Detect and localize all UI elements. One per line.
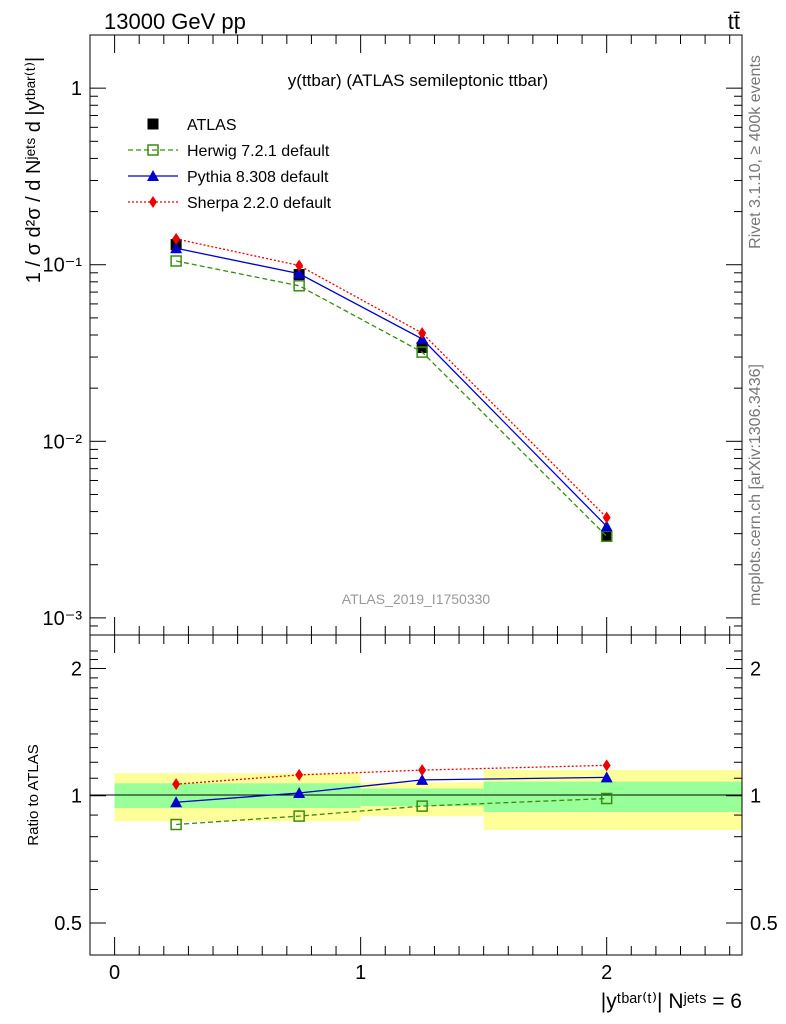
x-tick-label: 2: [601, 962, 612, 984]
ratio-data-point: [416, 800, 428, 812]
legend-label: Pythia 8.308 default: [187, 169, 329, 186]
series-line: [175, 260, 608, 537]
y-tick-label: 1: [71, 78, 82, 100]
ratio-tick-label-left: 0.5: [54, 913, 82, 935]
legend-marker: [147, 144, 159, 156]
ratio-series-line: [176, 797, 607, 826]
main-series-layer: [170, 232, 613, 542]
y-tick-label: 10⁻²: [43, 431, 83, 453]
ratio-data-point: [170, 796, 183, 808]
data-point: [293, 267, 306, 279]
data-point: [416, 346, 428, 358]
y-tick-label: 10⁻¹: [43, 255, 83, 277]
ratio-series-layer: [170, 759, 613, 831]
ratio-data-point: [416, 773, 429, 785]
main-y-axis-label: 1 / σ d²σ / d Nʲᵉᵗˢ d |yᵗᵇᵃʳ⁽ᵗ⁾|: [23, 57, 45, 283]
y-tick-label: 10⁻³: [43, 608, 83, 630]
legend-marker: [149, 196, 157, 208]
legend-label: ATLAS: [187, 117, 237, 134]
data-point: [172, 232, 181, 245]
energy-label: 13000 GeV pp: [104, 9, 246, 34]
ratio-tick-label-right: 1: [750, 786, 761, 808]
data-point: [170, 255, 182, 267]
ratio-tick-label-left: 1: [71, 786, 82, 808]
ratio-axis-ticks: [90, 635, 742, 955]
ratio-series-line: [176, 776, 607, 803]
inner-band: [483, 781, 742, 813]
watermark: ATLAS_2019_I1750330: [342, 591, 491, 607]
inner-band: [360, 788, 484, 807]
ratio-tick-label-left: 2: [71, 658, 82, 680]
data-point: [602, 511, 611, 524]
ratio-series-line: [176, 764, 607, 785]
series-line: [175, 247, 608, 527]
legend: ATLAS Herwig 7.2.1 default Pythia 8.308 de…: [128, 117, 332, 212]
ratio-data-point: [293, 786, 306, 798]
mcplots-label: mcplots.cern.ch [arXiv:1306.3436]: [747, 364, 764, 606]
main-title: y(ttbar) (ATLAS semileptonic ttbar): [288, 71, 548, 90]
legend-marker: [147, 118, 159, 130]
ratio-data-point: [170, 818, 182, 831]
ratio-uncertainty-bands: [114, 770, 742, 830]
ratio-data-point: [600, 771, 613, 783]
x-axis-label: |yᵗᵇᵃʳ⁽ᵗ⁾| Nʲᵉᵗˢ = 6: [601, 990, 742, 1013]
data-point: [295, 259, 304, 272]
ratio-data-point: [418, 764, 427, 777]
legend-marker: [147, 170, 159, 181]
ratio-tick-label-right: 0.5: [750, 913, 778, 935]
legend-label: Sherpa 2.2.0 default: [187, 195, 332, 212]
ratio-data-point: [293, 810, 305, 822]
x-tick-label: 0: [109, 962, 120, 984]
ratio-data-point: [600, 792, 613, 805]
data-point: [293, 280, 305, 292]
ratio-tick-label-right: 2: [750, 658, 761, 680]
ratio-y-axis-label: Ratio to ATLAS: [25, 744, 42, 845]
series-line: [175, 238, 608, 519]
data-point: [600, 520, 613, 532]
process-label: tt̄: [728, 9, 740, 34]
legend-label: Herwig 7.2.1 default: [187, 143, 330, 160]
ratio-frame: [89, 634, 743, 956]
data-point: [418, 327, 427, 340]
ratio-data-point: [602, 759, 611, 772]
ratio-data-point: [172, 778, 181, 791]
ratio-tick-labels: 2 2 1 1 0.5 0.5 0 1 2: [54, 658, 778, 984]
data-point: [601, 530, 613, 542]
data-point: [170, 242, 183, 254]
main-y-tick-labels: 1 10⁻¹ 10⁻² 10⁻³: [43, 78, 83, 630]
x-tick-label: 1: [355, 962, 366, 984]
ratio-data-point: [295, 768, 304, 781]
rivet-label: Rivet 3.1.10, ≥ 400k events: [747, 55, 764, 249]
